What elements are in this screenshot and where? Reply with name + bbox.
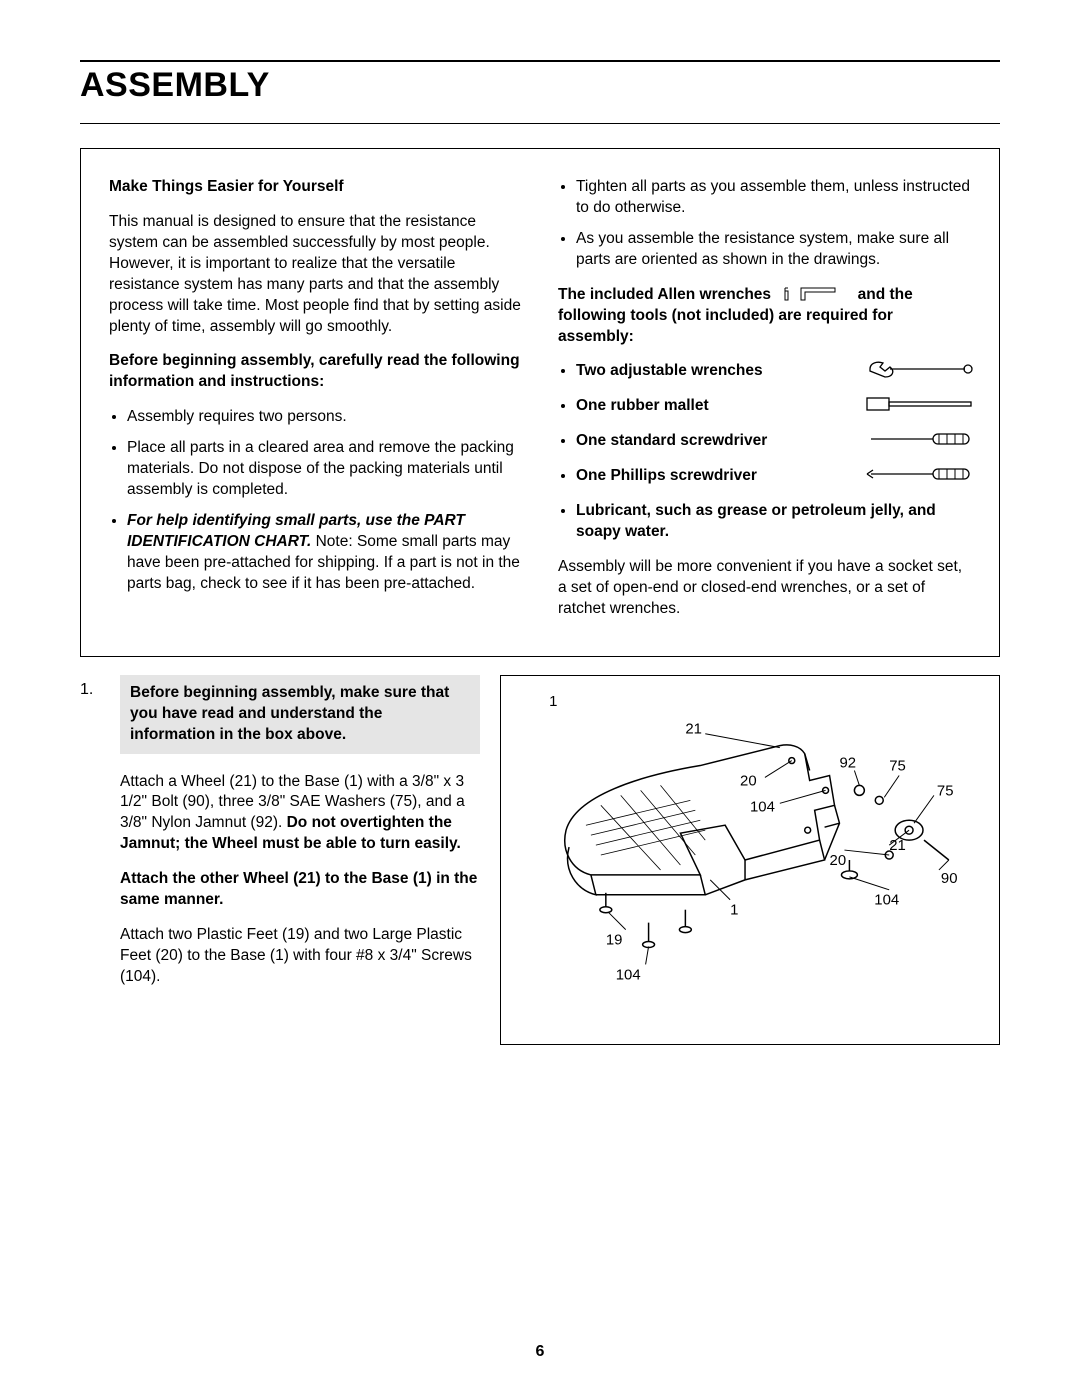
tool-label: Two adjustable wrenches bbox=[576, 362, 763, 379]
label-104c: 104 bbox=[616, 967, 641, 983]
assembly-page: ASSEMBLY Make Things Easier for Yourself… bbox=[0, 0, 1080, 1397]
adjustable-wrench-icon bbox=[865, 359, 975, 379]
label-104b: 104 bbox=[874, 892, 899, 908]
intro-left-col: Make Things Easier for Yourself This man… bbox=[109, 177, 522, 634]
label-20: 20 bbox=[740, 773, 757, 789]
label-104: 104 bbox=[750, 799, 775, 815]
step-text: Before beginning assembly, make sure tha… bbox=[120, 675, 480, 1045]
bullet: As you assemble the resistance system, m… bbox=[576, 229, 971, 271]
standard-screwdriver-icon bbox=[865, 429, 975, 449]
page-number: 6 bbox=[0, 1343, 1080, 1361]
label-75: 75 bbox=[889, 758, 906, 774]
intro-box: Make Things Easier for Yourself This man… bbox=[80, 148, 1000, 657]
closing-para: Assembly will be more convenient if you … bbox=[558, 557, 971, 620]
step-number: 1. bbox=[80, 675, 100, 1045]
label-92: 92 bbox=[839, 755, 856, 771]
step-1-diagram: 1 21 20 92 75 104 75 20 21 90 104 1 19 1… bbox=[500, 675, 1000, 1045]
intro-para: This manual is designed to ensure that t… bbox=[109, 212, 522, 338]
tool-item: Two adjustable wrenches bbox=[576, 361, 971, 382]
phillips-screwdriver-icon bbox=[865, 464, 975, 484]
bullet: For help identifying small parts, use th… bbox=[127, 511, 522, 595]
bullet: Assembly requires two persons. bbox=[127, 407, 522, 428]
allen-wrench-icon bbox=[779, 286, 849, 304]
label-20b: 20 bbox=[830, 853, 847, 869]
label-1: 1 bbox=[549, 694, 557, 710]
intro-bullets-left: Assembly requires two persons. Place all… bbox=[109, 407, 522, 594]
rubber-mallet-icon bbox=[865, 394, 975, 414]
label-21b: 21 bbox=[889, 838, 906, 854]
tool-label: One standard screwdriver bbox=[576, 432, 767, 449]
label-21: 21 bbox=[685, 721, 702, 737]
label-90: 90 bbox=[941, 871, 958, 887]
step-para: Attach two Plastic Feet (19) and two Lar… bbox=[120, 925, 480, 988]
tools-list: Two adjustable wrenches One rubber malle… bbox=[558, 361, 971, 543]
label-75b: 75 bbox=[937, 783, 954, 799]
tool-label: One rubber mallet bbox=[576, 397, 709, 414]
step-para: Attach a Wheel (21) to the Base (1) with… bbox=[120, 772, 480, 856]
step-1: 1. Before beginning assembly, make sure … bbox=[80, 675, 1000, 1045]
gray-callout: Before beginning assembly, make sure tha… bbox=[120, 675, 480, 754]
intro-right-col: Tighten all parts as you assemble them, … bbox=[558, 177, 971, 634]
step-para-bold: Attach the other Wheel (21) to the Base … bbox=[120, 869, 480, 911]
bullet: Tighten all parts as you assemble them, … bbox=[576, 177, 971, 219]
tool-item: One standard screwdriver bbox=[576, 431, 971, 452]
intro-bullets-right: Tighten all parts as you assemble them, … bbox=[558, 177, 971, 271]
thin-rule bbox=[80, 123, 1000, 124]
subhead: Make Things Easier for Yourself bbox=[109, 177, 522, 198]
bullet: Place all parts in a cleared area and re… bbox=[127, 438, 522, 501]
base-assembly-svg: 1 21 20 92 75 104 75 20 21 90 104 1 19 1… bbox=[511, 686, 989, 1034]
tools-intro: The included Allen wrenches and the foll… bbox=[558, 285, 971, 348]
label-1b: 1 bbox=[730, 902, 738, 918]
before-heading: Before beginning assembly, carefully rea… bbox=[109, 351, 522, 393]
tool-label: One Phillips screwdriver bbox=[576, 467, 757, 484]
tool-item: One rubber mallet bbox=[576, 396, 971, 417]
label-19: 19 bbox=[606, 932, 623, 948]
page-title: ASSEMBLY bbox=[80, 66, 1000, 105]
tool-item: Lubricant, such as grease or petroleum j… bbox=[576, 501, 971, 543]
tool-item: One Phillips screwdriver bbox=[576, 466, 971, 487]
top-rule bbox=[80, 60, 1000, 62]
tools-intro-pre: The included Allen wrenches bbox=[558, 286, 771, 303]
